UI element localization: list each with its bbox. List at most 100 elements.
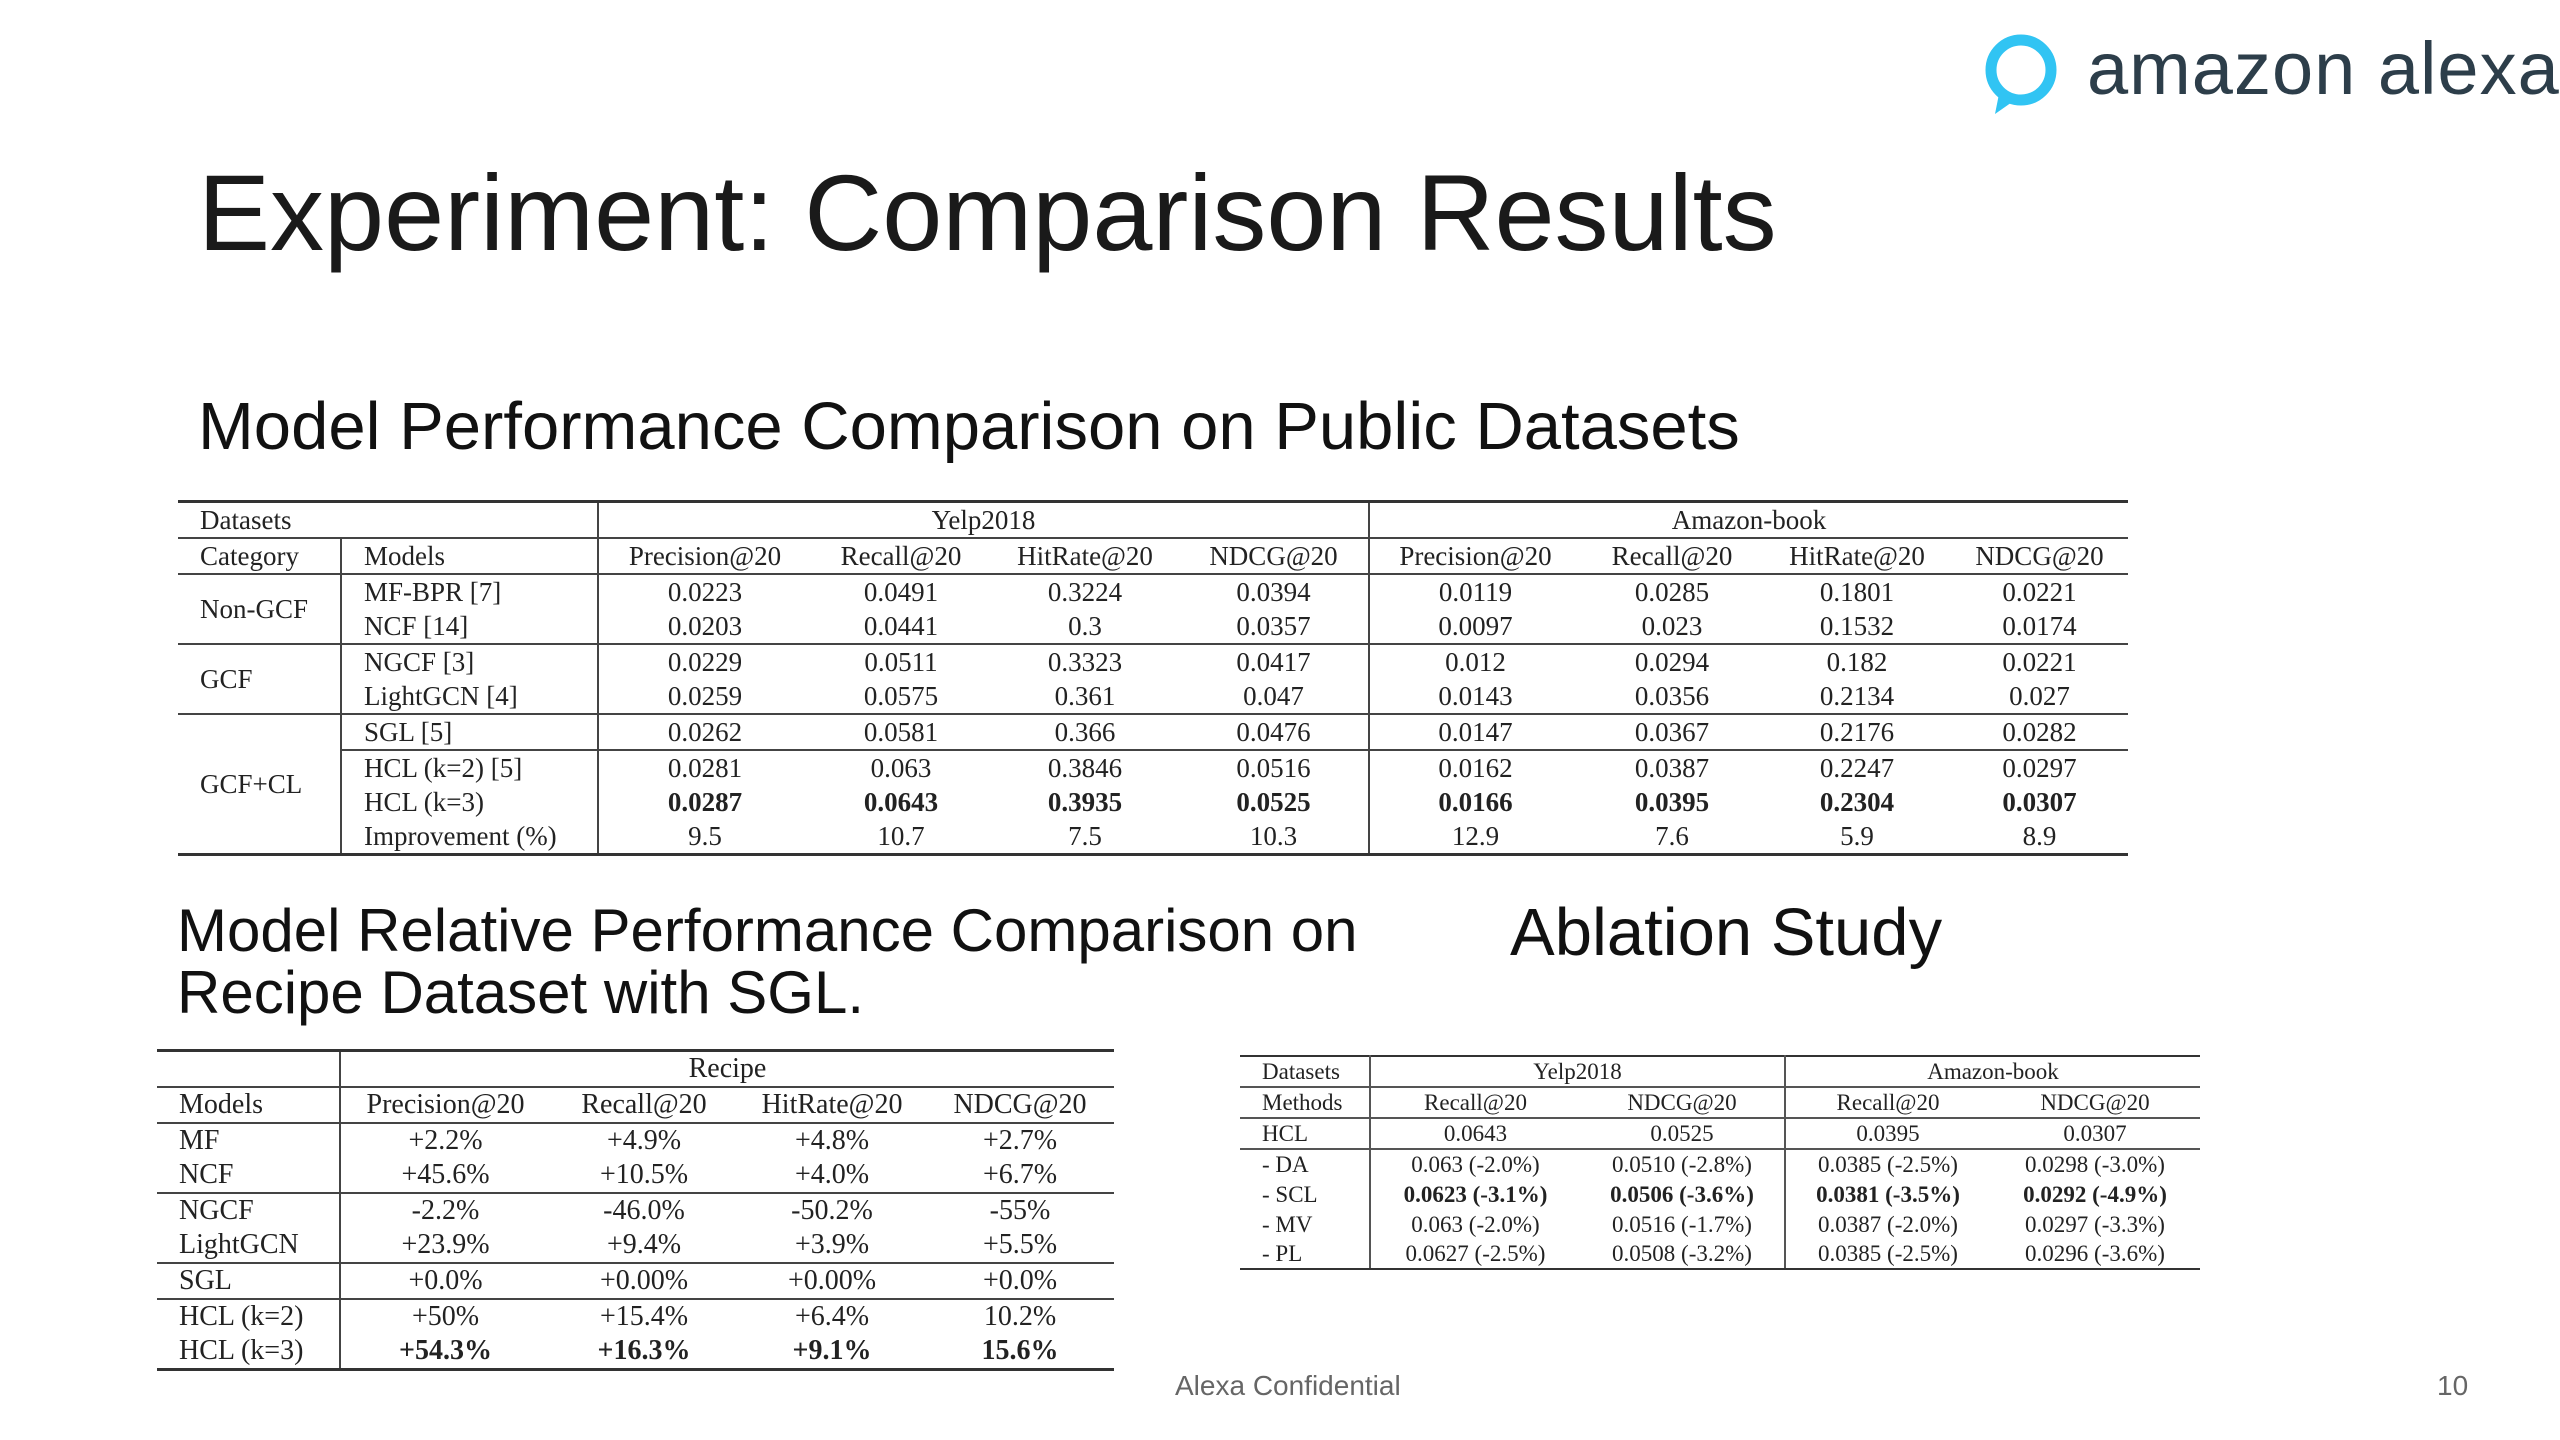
table-cell-best: 0.0292 (-4.9%) xyxy=(2023,1181,2167,1207)
metric-header: NDCG@20 xyxy=(926,1086,1114,1123)
table-cell: +0.0% xyxy=(340,1262,550,1299)
datasets-label: Datasets xyxy=(178,500,598,538)
footer-confidential: Alexa Confidential xyxy=(1175,1370,1401,1401)
table-cell: 0.0147 xyxy=(1369,713,1581,750)
yelp-header: Yelp2018 xyxy=(1370,1055,1786,1087)
table-cell: 0.0119 xyxy=(1369,573,1581,609)
table-cell: 10.3 xyxy=(1179,819,1370,856)
table-cell: +4.9% xyxy=(550,1122,738,1158)
table-row: HCL 0.0643 0.0525 0.0395 0.0307 xyxy=(1240,1117,2200,1149)
group-label: GCF xyxy=(178,643,342,714)
table-row: HCL (k=3) +54.3% +16.3% +9.1% 15.6% xyxy=(157,1334,1114,1371)
table-cell: 0.012 xyxy=(1369,643,1581,679)
table-cell: +4.0% xyxy=(794,1159,870,1190)
yelp-header: Yelp2018 xyxy=(597,500,1369,538)
table-cell: 0.047 xyxy=(1179,679,1370,714)
model-name: NGCF xyxy=(157,1192,341,1228)
group-label: Non-GCF xyxy=(178,573,342,644)
model-name: LightGCN [4] xyxy=(341,679,599,714)
slide-title: Experiment: Comparison Results xyxy=(198,152,1777,273)
table-cell: 0.0221 xyxy=(1951,573,2128,609)
table-cell: +50% xyxy=(340,1298,550,1334)
table-row: Improvement (%) 9.5 10.7 7.5 10.3 12.9 7… xyxy=(178,819,2128,856)
metric-header: NDCG@20 xyxy=(1580,1086,1786,1118)
table-cell: 0.3323 xyxy=(991,643,1179,679)
table-cell-best: 0.0506 (-3.6%) xyxy=(1580,1179,1786,1209)
heading-ablation-study: Ablation Study xyxy=(1510,895,1943,970)
method-name: - DA xyxy=(1240,1148,1371,1179)
table-cell: +0.00% xyxy=(550,1262,738,1299)
model-name: SGL xyxy=(157,1262,341,1299)
table-row: HCL (k=2) +50% +15.4% +6.4% 10.2% xyxy=(157,1298,1114,1334)
table-cell: 0.3 xyxy=(1068,611,1102,641)
table-cell: 0.0296 (-3.6%) xyxy=(1990,1239,2200,1270)
model-name: Improvement (%) xyxy=(341,819,599,856)
model-name: HCL (k=3) xyxy=(157,1334,341,1371)
table-cell: -2.2% xyxy=(340,1192,550,1228)
table-cell: +9.4% xyxy=(606,1229,682,1260)
table-cell: 0.0297 (-3.3%) xyxy=(2025,1211,2165,1237)
table-cell: 0.0510 (-2.8%) xyxy=(1580,1148,1786,1179)
table-row: - DA 0.063 (-2.0%) 0.0510 (-2.8%) 0.0385… xyxy=(1240,1148,2200,1179)
table-cell: +4.8% xyxy=(738,1122,926,1158)
table-cell: 0.0394 xyxy=(1179,573,1370,609)
table-cell: 0.0174 xyxy=(2002,611,2077,641)
table-cell: 0.063 (-2.0%) xyxy=(1411,1211,1540,1237)
metric-header: NDCG@20 xyxy=(1179,537,1370,574)
table-cell: 0.0229 xyxy=(598,643,811,679)
category-label: Category xyxy=(178,537,342,574)
table-cell: 10.7 xyxy=(811,819,991,856)
metric-header: NDCG@20 xyxy=(1951,537,2128,574)
table-cell-best: 0.3935 xyxy=(1047,787,1123,817)
table-cell: +0.0% xyxy=(926,1262,1114,1299)
table-cell: 0.0223 xyxy=(598,573,811,609)
table-cell: +10.5% xyxy=(599,1159,689,1190)
table-cell: +23.9% xyxy=(401,1229,490,1260)
table-cell: 0.0162 xyxy=(1369,749,1581,785)
main-comparison-table: Datasets Yelp2018 Amazon-book Category M… xyxy=(178,500,2128,856)
amazon-alexa-logo: amazon alexa xyxy=(1985,18,2560,118)
table-cell: 0.0508 (-3.2%) xyxy=(1580,1239,1786,1270)
table-cell-best: 0.0381 (-3.5%) xyxy=(1816,1181,1960,1207)
model-name: SGL [5] xyxy=(341,713,599,750)
table-cell: +2.2% xyxy=(340,1122,550,1158)
table-row: NCF +45.6% +10.5% +4.0% +6.7% xyxy=(157,1158,1114,1193)
method-name: - SCL xyxy=(1240,1179,1371,1209)
table-cell: 0.063 (-2.0%) xyxy=(1370,1148,1580,1179)
model-name: HCL (k=2) [5] xyxy=(341,749,599,785)
table-cell: -46.0% xyxy=(550,1192,738,1228)
metric-header: HitRate@20 xyxy=(1763,537,1951,574)
table-cell: +5.5% xyxy=(982,1229,1058,1260)
table-cell-best: 0.0623 (-3.1%) xyxy=(1403,1181,1548,1207)
table-row: MF +2.2% +4.9% +4.8% +2.7% xyxy=(157,1122,1114,1158)
datasets-label: Datasets xyxy=(1240,1055,1371,1087)
metric-header: Recall@20 xyxy=(1785,1086,1990,1118)
table-cell: 0.0395 xyxy=(1785,1117,1990,1149)
metric-header: NDCG@20 xyxy=(1990,1086,2200,1118)
model-name: HCL (k=3) xyxy=(341,785,599,819)
table-cell: 8.9 xyxy=(1951,819,2128,856)
method-name: HCL xyxy=(1240,1117,1371,1149)
metric-header: HitRate@20 xyxy=(738,1086,926,1123)
table-row: LightGCN +23.9% +9.4% +3.9% +5.5% xyxy=(157,1228,1114,1263)
table-cell: +6.7% xyxy=(982,1159,1058,1190)
recipe-comparison-table: Recipe Models Precision@20 Recall@20 Hit… xyxy=(157,1049,1114,1371)
metric-header: Recall@20 xyxy=(811,537,991,574)
table-cell: 0.0511 xyxy=(811,643,991,679)
table-cell: 0.0385 (-2.5%) xyxy=(1785,1148,1990,1179)
model-name: HCL (k=2) xyxy=(157,1298,341,1334)
table-cell: 0.0525 xyxy=(1580,1117,1786,1149)
table-cell: 0.2247 xyxy=(1763,749,1951,785)
table-cell: 0.2176 xyxy=(1763,713,1951,750)
model-name: MF xyxy=(157,1122,341,1158)
model-name: NCF xyxy=(157,1158,341,1193)
table-cell: 0.0581 xyxy=(811,713,991,750)
table-cell: 0.0285 xyxy=(1581,573,1763,609)
metric-header: Recall@20 xyxy=(550,1086,738,1123)
table-cell: 0.0203 xyxy=(667,611,743,641)
table-cell: 0.0387 xyxy=(1581,749,1763,785)
table-cell: 0.027 xyxy=(2009,681,2070,711)
table-cell: 0.0097 xyxy=(1438,611,1513,641)
table-row: Non-GCF MF-BPR [7] 0.0223 0.0491 0.3224 … xyxy=(178,573,2128,644)
table-cell-best: 0.0166 xyxy=(1438,787,1513,817)
